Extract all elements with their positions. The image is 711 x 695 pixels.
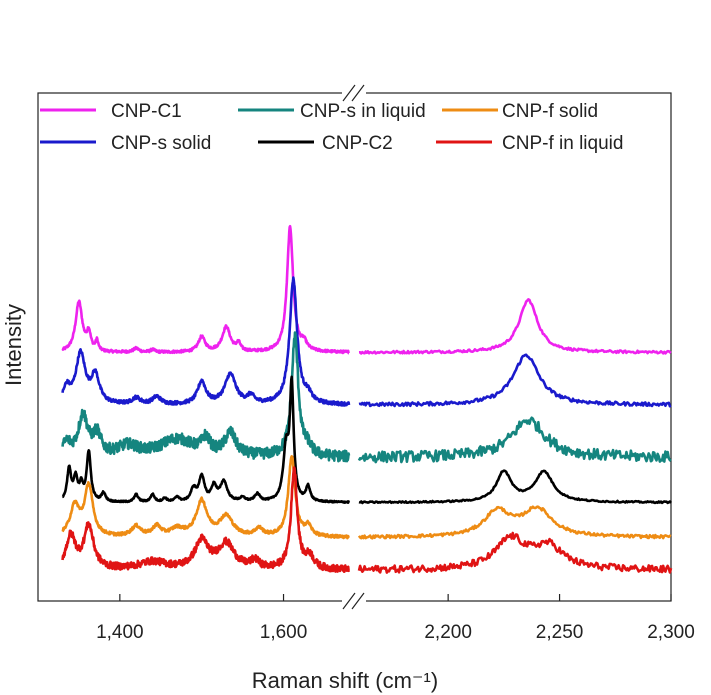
series-line-cnp-f-in-liquid bbox=[357, 531, 673, 574]
plot-border bbox=[37, 92, 672, 602]
series-line-cnp-c2 bbox=[358, 469, 672, 505]
series-line-cnp-c1 bbox=[358, 298, 672, 355]
legend-label: CNP-f in liquid bbox=[502, 133, 623, 154]
legend-label: CNP-s in liquid bbox=[300, 101, 426, 122]
y-axis-title: Intensity bbox=[1, 304, 26, 386]
x-tick-label: 1,400 bbox=[96, 622, 144, 643]
axis-break-mark bbox=[351, 84, 365, 102]
x-axis-title: Raman shift (cm⁻¹) bbox=[252, 668, 438, 693]
legend-label: CNP-C2 bbox=[322, 133, 393, 154]
series-line-cnp-f-solid bbox=[61, 455, 350, 540]
legend-label: CNP-C1 bbox=[111, 101, 182, 122]
x-ticks: 1,400 1,600 2,200 2,250 2,300 bbox=[96, 594, 695, 643]
axis-break-mark bbox=[342, 592, 356, 610]
legend-label: CNP-s solid bbox=[111, 133, 211, 154]
axis-break-mark bbox=[342, 84, 356, 102]
x-tick-label: 1,600 bbox=[260, 622, 308, 643]
series-line-cnp-c1 bbox=[61, 224, 350, 355]
series-line-cnp-f-in-liquid bbox=[61, 466, 351, 574]
series-line-cnp-s-solid bbox=[61, 276, 351, 407]
legend: CNP-C1 CNP-s in liquid CNP-f solid CNP-s so… bbox=[40, 101, 623, 154]
series-line-cnp-s-solid bbox=[358, 353, 672, 408]
x-tick-label: 2,250 bbox=[536, 622, 584, 643]
axis-break-gap bbox=[342, 597, 366, 605]
axis-break-mark bbox=[351, 592, 365, 610]
x-tick-label: 2,200 bbox=[424, 622, 472, 643]
series-line-cnp-s-in-liquid bbox=[357, 416, 672, 464]
axis-break-gap bbox=[342, 89, 366, 97]
plot-frame bbox=[37, 84, 672, 610]
series-lines bbox=[61, 224, 673, 574]
x-tick-label: 2,300 bbox=[647, 622, 695, 643]
legend-label: CNP-f solid bbox=[502, 101, 598, 122]
series-line-cnp-s-in-liquid bbox=[61, 331, 351, 463]
series-line-cnp-c2 bbox=[61, 375, 351, 504]
series-line-cnp-f-solid bbox=[357, 505, 672, 540]
